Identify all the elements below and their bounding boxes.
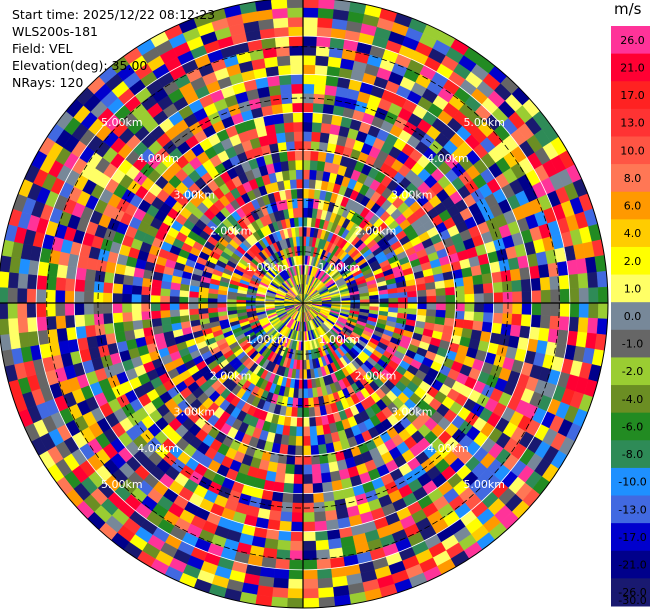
colorbar-tick-label: 21.0 bbox=[620, 61, 645, 74]
colorbar-tick-label: -30.0 bbox=[618, 594, 646, 607]
colorbar-tick-label: 4.0 bbox=[624, 227, 642, 240]
colorbar-tick-label: 17.0 bbox=[620, 89, 645, 102]
colorbar-tick-label: 8.0 bbox=[624, 172, 642, 185]
colorbar-tick-label: 10.0 bbox=[620, 144, 645, 157]
colorbar-tick-label: -4.0 bbox=[622, 393, 643, 406]
colorbar-tick-label: -17.0 bbox=[618, 531, 646, 544]
colorbar-tick-label: 0.0 bbox=[624, 310, 642, 323]
colorbar-tick-label: -1.0 bbox=[622, 338, 643, 351]
colorbar-tick-label: -13.0 bbox=[618, 503, 646, 516]
colorbar-tick-label: 6.0 bbox=[624, 200, 642, 213]
colorbar-tick-label: 13.0 bbox=[620, 117, 645, 130]
colorbar-tick-label: -6.0 bbox=[622, 420, 643, 433]
colorbar-tick-label: 1.0 bbox=[624, 282, 642, 295]
colorbar-tick-label: 2.0 bbox=[624, 255, 642, 268]
colorbar-tick-label: -2.0 bbox=[622, 365, 643, 378]
colorbar-tick-label: -10.0 bbox=[618, 476, 646, 489]
colorbar-tick-label: 26.0 bbox=[620, 34, 645, 47]
colorbar-tick-label: -21.0 bbox=[618, 559, 646, 572]
velocity-gate bbox=[318, 0, 336, 10]
colorbar-tick-label: -8.0 bbox=[622, 448, 643, 461]
